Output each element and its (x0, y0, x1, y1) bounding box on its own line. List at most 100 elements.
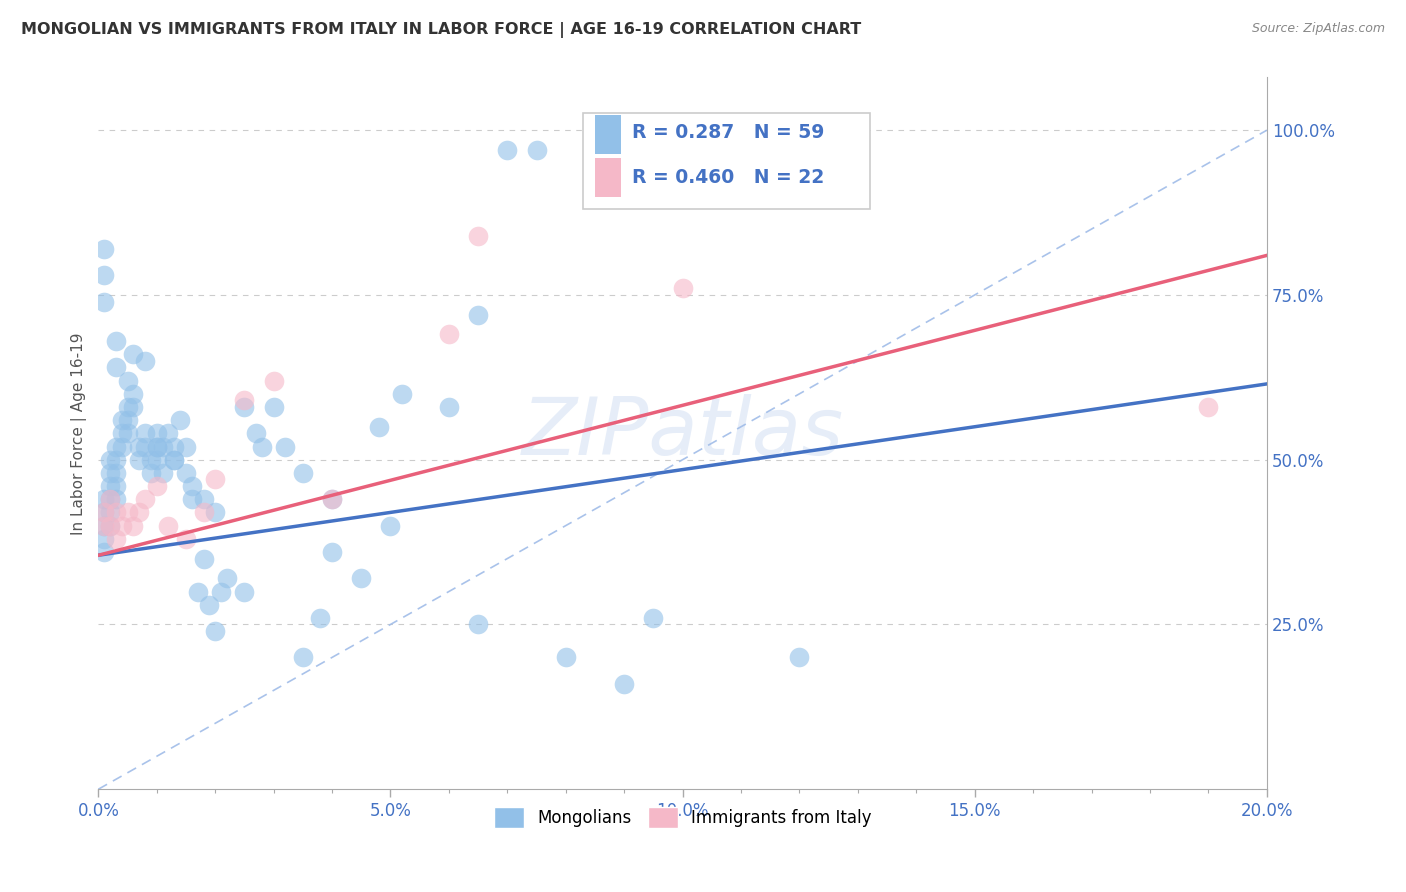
Point (104, 532, 127, 546)
Point (117, 413, 139, 427)
Point (134, 440, 156, 454)
Point (789, 650, 811, 665)
Point (104, 440, 127, 454)
Point (93, 268, 115, 282)
Point (613, 677, 636, 691)
Point (146, 479, 169, 493)
Point (111, 518, 134, 533)
Point (98, 466, 121, 480)
Point (169, 413, 191, 427)
Point (233, 393, 256, 408)
Point (122, 400, 145, 414)
Point (98, 518, 121, 533)
Point (215, 571, 238, 585)
Point (93, 242, 115, 256)
FancyBboxPatch shape (595, 158, 620, 197)
Y-axis label: In Labor Force | Age 16-19: In Labor Force | Age 16-19 (72, 332, 87, 534)
Point (152, 466, 174, 480)
Point (139, 466, 162, 480)
Point (111, 426, 134, 441)
Point (93, 518, 115, 533)
Point (174, 466, 197, 480)
Legend: Mongolians, Immigrants from Italy: Mongolians, Immigrants from Italy (486, 801, 879, 834)
Point (128, 452, 150, 467)
Point (672, 281, 695, 295)
Point (104, 334, 127, 348)
Point (321, 492, 343, 507)
Point (250, 440, 273, 454)
Point (204, 473, 226, 487)
Point (104, 452, 127, 467)
Point (146, 452, 169, 467)
Point (111, 413, 134, 427)
FancyBboxPatch shape (595, 115, 620, 154)
Point (104, 505, 127, 519)
Point (321, 492, 343, 507)
Point (437, 327, 460, 342)
Point (163, 452, 186, 467)
Point (174, 532, 197, 546)
Point (163, 452, 186, 467)
Point (643, 611, 665, 625)
Point (321, 545, 343, 559)
Point (367, 419, 389, 434)
Point (122, 386, 145, 401)
Point (180, 479, 202, 493)
Point (496, 143, 519, 157)
Point (104, 479, 127, 493)
Point (274, 440, 297, 454)
Point (554, 650, 576, 665)
Point (122, 518, 145, 533)
Point (198, 598, 221, 612)
Point (98, 492, 121, 507)
Text: ZIPatlas: ZIPatlas (522, 394, 844, 473)
Point (204, 624, 226, 638)
Point (146, 440, 169, 454)
Point (291, 650, 314, 665)
Point (93, 518, 115, 533)
Text: R = 0.460   N = 22: R = 0.460 N = 22 (633, 168, 825, 186)
Point (263, 374, 285, 388)
Point (163, 440, 186, 454)
Point (98, 518, 121, 533)
Text: Source: ZipAtlas.com: Source: ZipAtlas.com (1251, 22, 1385, 36)
Point (139, 452, 162, 467)
Point (152, 440, 174, 454)
Point (309, 611, 332, 625)
Point (157, 426, 180, 441)
Point (180, 492, 202, 507)
Point (204, 505, 226, 519)
FancyBboxPatch shape (583, 113, 869, 209)
Point (104, 492, 127, 507)
Point (467, 228, 489, 243)
Point (157, 518, 180, 533)
Point (291, 466, 314, 480)
Text: R = 0.287   N = 59: R = 0.287 N = 59 (633, 123, 825, 143)
Point (146, 426, 169, 441)
Point (128, 505, 150, 519)
Point (391, 386, 413, 401)
Point (93, 492, 115, 507)
Point (93, 505, 115, 519)
Point (350, 571, 373, 585)
Point (134, 354, 156, 368)
Point (98, 479, 121, 493)
Point (263, 400, 285, 414)
Point (104, 466, 127, 480)
Point (128, 440, 150, 454)
Point (122, 347, 145, 361)
Point (233, 584, 256, 599)
Point (245, 426, 267, 441)
Point (117, 426, 139, 441)
Point (187, 584, 209, 599)
Point (117, 374, 139, 388)
Point (117, 400, 139, 414)
Point (93, 294, 115, 309)
Point (98, 505, 121, 519)
Point (193, 492, 215, 507)
Point (134, 492, 156, 507)
Point (93, 505, 115, 519)
Point (193, 551, 215, 566)
Point (233, 400, 256, 414)
Point (209, 584, 232, 599)
